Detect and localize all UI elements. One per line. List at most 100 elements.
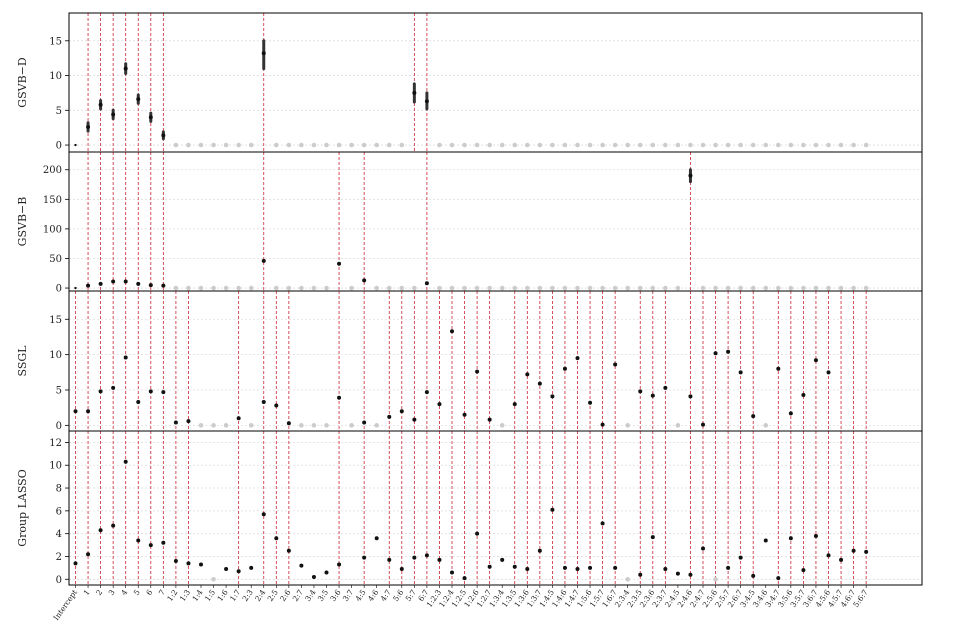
zero-point — [562, 285, 568, 291]
zero-point — [525, 142, 530, 148]
data-point — [437, 402, 442, 407]
zero-point — [386, 285, 392, 291]
data-point — [123, 279, 128, 284]
zero-point — [198, 285, 204, 291]
data-point — [826, 553, 831, 558]
data-point — [788, 536, 793, 541]
zero-point — [675, 423, 681, 428]
zero-point — [663, 142, 668, 148]
x-tick-label: 1:6 — [215, 588, 229, 603]
zero-point — [499, 285, 505, 291]
data-point — [675, 571, 680, 576]
zero-point — [173, 285, 179, 291]
zero-point — [750, 285, 756, 291]
zero-point — [663, 285, 668, 291]
data-point — [161, 390, 166, 395]
zero-point — [336, 142, 342, 148]
data-point — [638, 389, 643, 394]
data-point — [362, 555, 367, 560]
data-point — [512, 402, 517, 407]
zero-point — [173, 142, 179, 148]
zero-point — [299, 285, 304, 291]
data-point — [450, 570, 454, 575]
data-point — [462, 576, 467, 581]
data-point — [111, 523, 116, 528]
data-point — [537, 381, 542, 386]
zero-point — [826, 285, 831, 291]
data-point — [726, 349, 731, 354]
zero-point — [600, 142, 605, 148]
data-point — [374, 536, 379, 541]
data-point — [148, 283, 153, 288]
panel-label: SSGL — [16, 345, 29, 377]
zero-point — [223, 423, 229, 428]
data-point — [98, 102, 103, 107]
data-point — [224, 567, 229, 572]
data-point — [73, 409, 78, 414]
data-point — [98, 281, 103, 286]
y-tick-label: 10 — [49, 461, 62, 472]
data-point — [575, 567, 580, 572]
x-tick-label: Intercept — [52, 588, 80, 622]
x-tick-label: 2:4 — [253, 588, 267, 603]
data-point — [500, 557, 505, 562]
zero-point — [186, 142, 191, 148]
data-point — [86, 409, 91, 414]
data-point — [550, 394, 555, 399]
y-tick-label: 4 — [56, 529, 62, 540]
zero-point — [550, 142, 555, 148]
panel-frame — [68, 151, 923, 292]
data-point — [851, 548, 856, 553]
zero-point — [236, 285, 241, 291]
zero-point — [725, 142, 731, 148]
data-point — [337, 562, 342, 567]
data-point — [537, 548, 542, 553]
y-tick-label: 10 — [49, 71, 62, 82]
zero-point — [248, 423, 254, 428]
zero-point — [211, 142, 216, 148]
y-tick-label: 8 — [56, 484, 62, 495]
data-point — [324, 570, 329, 575]
zero-point — [211, 285, 216, 291]
zero-point — [738, 142, 743, 148]
zero-point — [625, 423, 630, 428]
data-point — [462, 412, 467, 417]
x-tick-label: 2:7 — [291, 588, 305, 603]
data-point — [161, 133, 166, 138]
y-tick-label: 50 — [49, 254, 62, 265]
zero-point — [713, 576, 718, 582]
data-point — [776, 366, 781, 371]
data-point — [199, 562, 203, 567]
zero-point — [449, 142, 455, 148]
data-point — [588, 400, 593, 405]
zero-point — [474, 285, 480, 291]
data-point — [801, 392, 806, 397]
zero-point — [625, 142, 630, 148]
x-tick-label: 3:5 — [316, 588, 330, 603]
data-point — [274, 536, 279, 541]
x-tick-label: 1 — [82, 588, 92, 597]
data-point — [186, 419, 191, 424]
zero-point — [274, 142, 279, 148]
zero-point — [763, 142, 769, 148]
data-point — [337, 261, 342, 266]
zero-point — [186, 285, 191, 291]
data-point — [487, 417, 492, 422]
data-point — [399, 567, 404, 572]
data-point — [450, 329, 454, 334]
zero-point — [374, 285, 380, 291]
zero-point — [600, 285, 605, 291]
data-point — [136, 538, 141, 543]
data-point — [826, 370, 831, 375]
zero-point — [688, 142, 693, 148]
zero-point — [788, 285, 794, 291]
x-tick-label: 1:3 — [178, 588, 192, 603]
x-tick-label: 2:5 — [266, 588, 280, 603]
data-point — [111, 112, 116, 117]
y-tick-label: 6 — [56, 506, 62, 517]
zero-point — [851, 285, 856, 291]
panel-label: Group LASSO — [16, 469, 29, 546]
x-axis: Intercept 1 2 3 4 5 6 71:21:31:41:51:61:72:32:4… — [52, 585, 870, 622]
data-point — [650, 393, 655, 398]
zero-point — [763, 285, 769, 291]
